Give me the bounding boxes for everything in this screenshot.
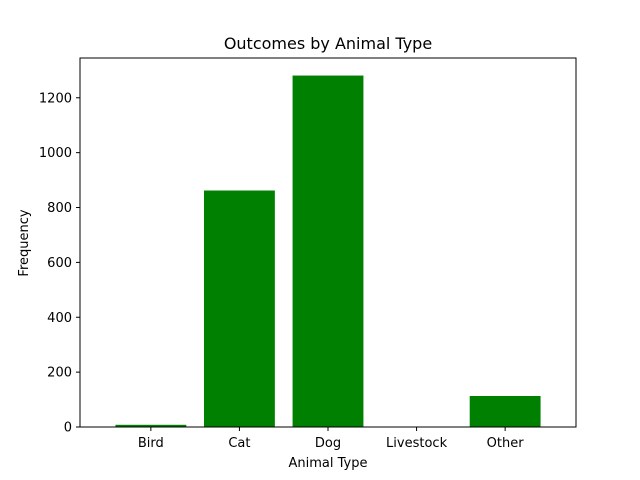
y-tick-label: 1200 — [39, 91, 72, 106]
x-tick-label-other: Other — [487, 436, 525, 451]
x-tick-label-dog: Dog — [315, 436, 341, 451]
axes-layer: 0 200 400 600 800 1000 1200 Bird Cat Dog Livestock… — [39, 57, 577, 451]
y-axis-title: Frequency — [17, 209, 32, 276]
bars-layer — [115, 75, 541, 428]
y-tick-label: 1000 — [39, 146, 72, 161]
y-tick-label: 600 — [47, 256, 72, 271]
bar-other — [469, 395, 541, 427]
y-tick-label: 200 — [47, 366, 72, 381]
bar-bird — [115, 424, 187, 427]
bar-dog — [292, 75, 364, 428]
x-axis-title: Animal Type — [289, 456, 368, 471]
y-tick-label: 400 — [47, 311, 72, 326]
y-tick-label: 0 — [64, 421, 72, 436]
chart-title: Outcomes by Animal Type — [224, 34, 432, 53]
x-tick-label-bird: Bird — [138, 436, 164, 451]
y-tick-label: 800 — [47, 201, 72, 216]
bar-cat — [204, 190, 275, 427]
x-tick-label-cat: Cat — [228, 436, 250, 451]
x-tick-label-livestock: Livestock — [386, 436, 448, 451]
